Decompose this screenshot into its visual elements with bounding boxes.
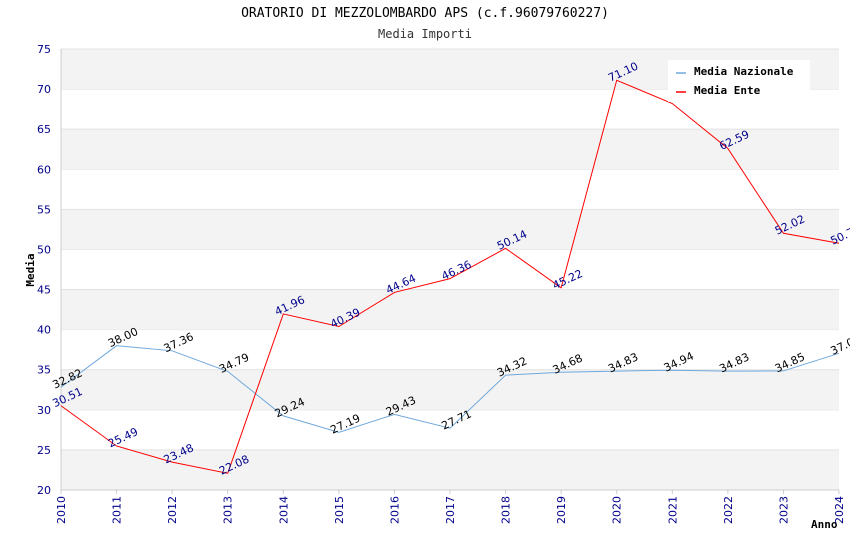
y-axis-label: Media bbox=[24, 253, 37, 286]
grid-band bbox=[61, 209, 839, 250]
x-tick-label: 2022 bbox=[722, 496, 735, 524]
legend: Media Nazionale Media Ente bbox=[668, 60, 810, 102]
x-tick-label: 2011 bbox=[111, 496, 124, 524]
y-tick-labels: 20 25 30 35 40 45 50 55 60 65 70 75 bbox=[37, 43, 51, 497]
legend-label-media-ente: Media Ente bbox=[694, 84, 761, 97]
x-tick-label: 2017 bbox=[444, 496, 457, 524]
x-tick-labels: 2010 2011 2012 2013 2014 2015 2016 2017 2018 2019… bbox=[55, 490, 846, 524]
legend-box bbox=[668, 60, 810, 102]
x-tick-label: 2020 bbox=[611, 496, 624, 524]
x-tick-label: 2014 bbox=[277, 496, 290, 524]
grid-band bbox=[61, 289, 839, 330]
x-tick-label: 2015 bbox=[333, 496, 346, 524]
x-tick-label: 2018 bbox=[500, 496, 513, 524]
grid-bands bbox=[61, 48, 839, 490]
legend-label-media-nazionale: Media Nazionale bbox=[694, 65, 794, 78]
x-tick-label: 2012 bbox=[166, 496, 179, 524]
y-tick-label: 70 bbox=[37, 83, 51, 96]
y-tick-label: 65 bbox=[37, 123, 51, 136]
series-line-media-nazionale bbox=[60, 345, 840, 433]
x-tick-label: 2021 bbox=[666, 496, 679, 524]
x-tick-label: 2023 bbox=[777, 496, 790, 524]
y-tick-label: 35 bbox=[37, 364, 51, 377]
y-tick-label: 55 bbox=[37, 203, 51, 216]
y-tick-label: 50 bbox=[37, 243, 51, 256]
grid-band bbox=[61, 129, 839, 170]
grid-band bbox=[61, 449, 839, 490]
y-tick-label: 25 bbox=[37, 444, 51, 457]
x-axis-label: Anno bbox=[811, 518, 838, 531]
y-tick-label: 20 bbox=[37, 484, 51, 497]
y-tick-label: 75 bbox=[37, 43, 51, 56]
x-tick-label: 2010 bbox=[55, 496, 68, 524]
y-tick-label: 45 bbox=[37, 284, 51, 297]
series-line-media-ente bbox=[60, 79, 840, 474]
chart-title: ORATORIO DI MEZZOLOMBARDO APS (c.f.96079… bbox=[241, 6, 609, 21]
plot-area bbox=[61, 49, 839, 490]
series-lines bbox=[60, 79, 840, 474]
grid-band bbox=[61, 369, 839, 410]
x-tick-label: 2013 bbox=[222, 496, 235, 524]
y-tick-label: 40 bbox=[37, 324, 51, 337]
y-tick-label: 60 bbox=[37, 163, 51, 176]
chart-subtitle: Media Importi bbox=[378, 27, 472, 41]
x-tick-label: 2024 bbox=[833, 496, 846, 524]
x-tick-label: 2016 bbox=[388, 496, 401, 524]
y-tick-label: 30 bbox=[37, 404, 51, 417]
x-tick-label: 2019 bbox=[555, 496, 568, 524]
